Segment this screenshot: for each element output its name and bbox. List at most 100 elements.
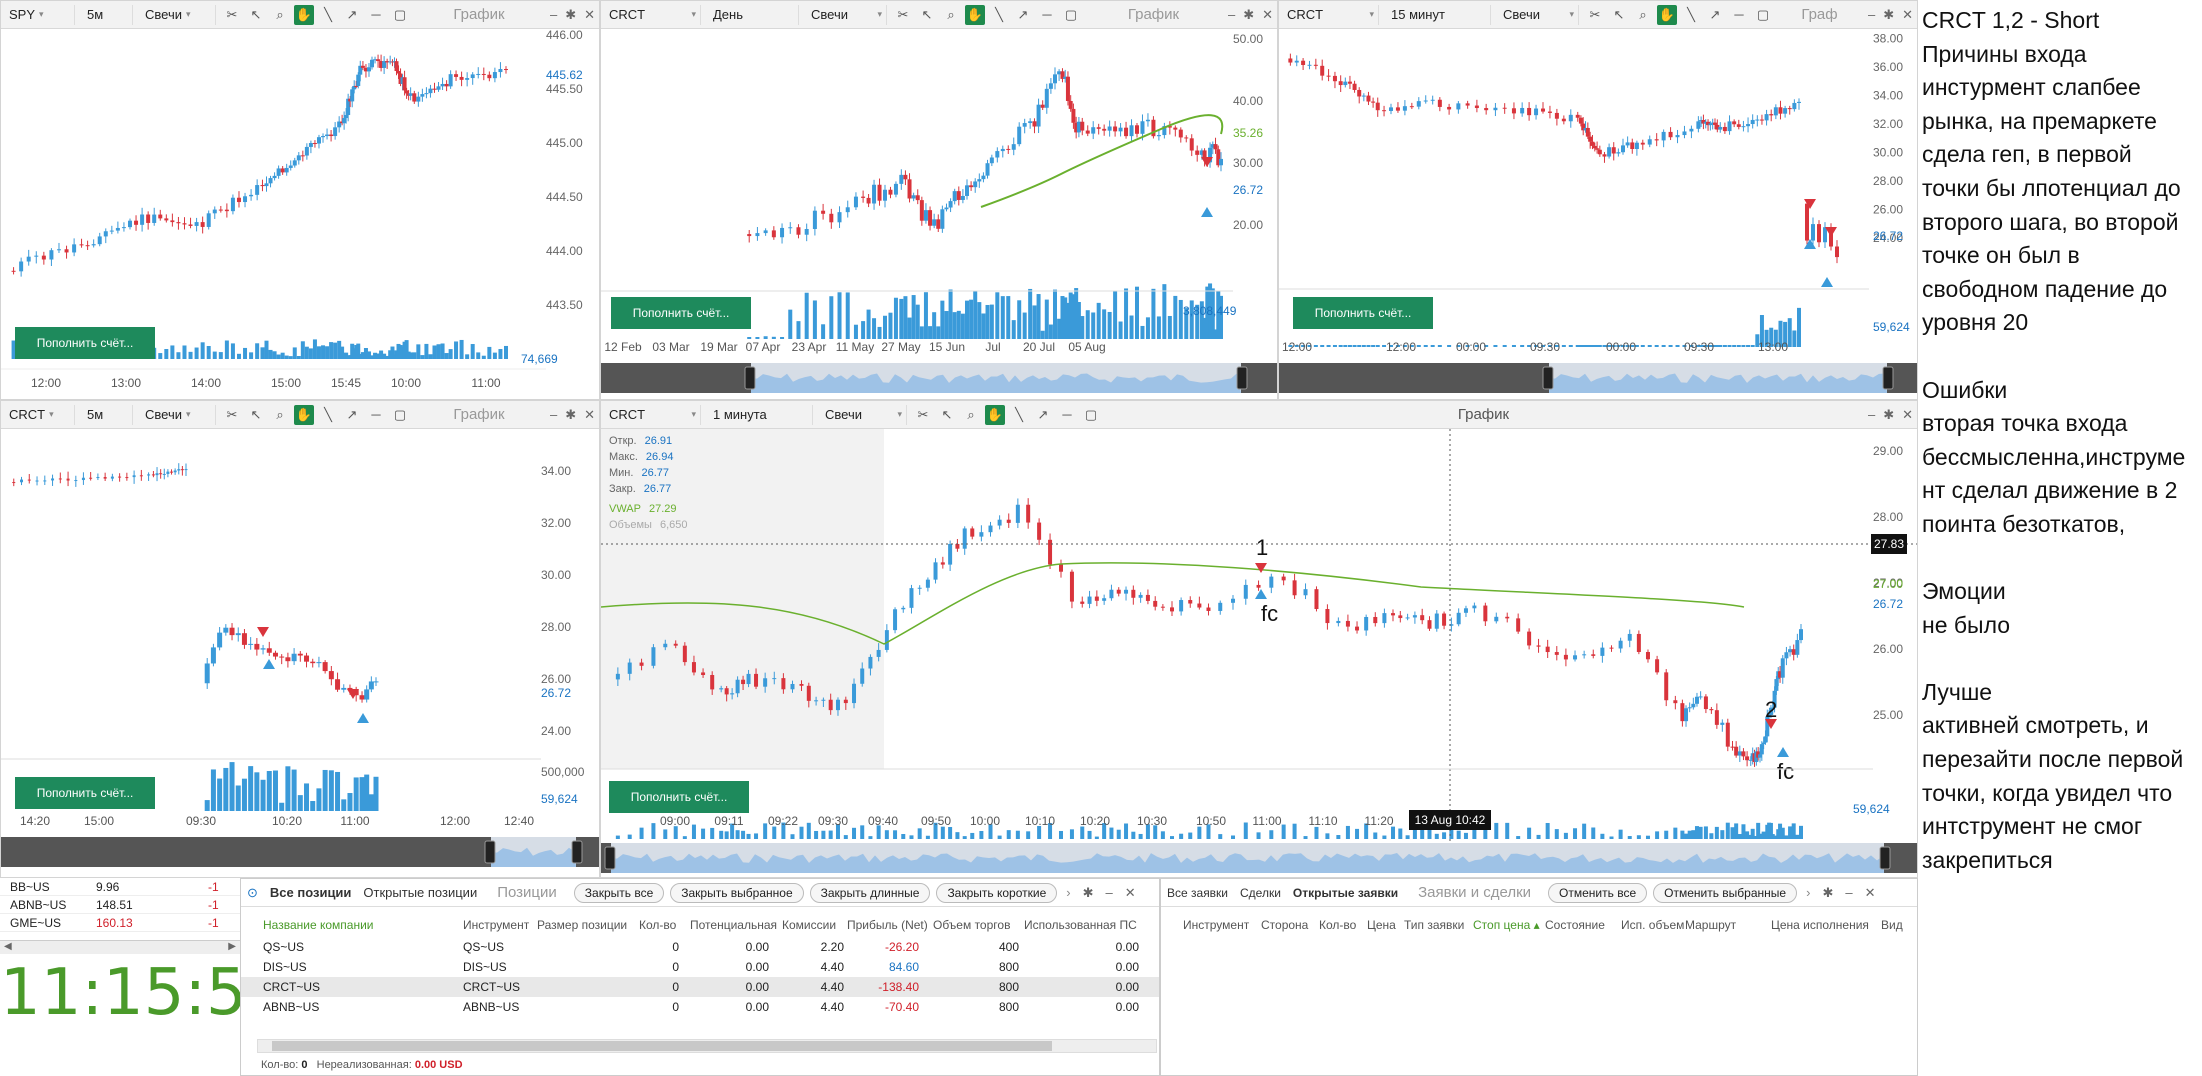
navigator-handle-right[interactable] [1236, 366, 1248, 390]
line-tool-icon[interactable]: ╲ [324, 6, 332, 22]
zoom-icon[interactable]: ⌕ [967, 406, 975, 422]
scissors-icon[interactable]: ✂ [917, 406, 929, 422]
price-chart[interactable]: 38.00 36.00 34.00 32.00 30.00 28.00 26.00 24.00… [1279, 29, 1918, 400]
positions-row[interactable]: QS~US QS~US 0 0.00 2.20 -26.20 400 0.00 [241, 937, 1159, 957]
gear-icon[interactable]: ✱ [565, 406, 577, 422]
hline-tool-icon[interactable]: ─ [371, 7, 381, 22]
price-chart[interactable]: 29.0028.0027.0026.0025.0027.8327.0026.72… [601, 429, 1918, 878]
line-tool-icon[interactable]: ╲ [1687, 6, 1695, 22]
gear-icon[interactable]: ✱ [1883, 406, 1895, 422]
navigator-handle-left[interactable] [1542, 366, 1554, 390]
minimize-icon[interactable]: – [549, 7, 558, 22]
price-chart[interactable]: 50.00 40.00 30.00 20.00 35.26 26.72 3,808,449 П… [601, 29, 1278, 400]
deposit-button[interactable] [609, 781, 749, 813]
navigator-handle-left[interactable] [744, 366, 756, 390]
scissors-icon[interactable]: ✂ [897, 6, 909, 22]
close-icon[interactable]: ✕ [1902, 406, 1913, 422]
close-selected-button[interactable]: Закрыть выбранное [670, 882, 804, 903]
hline-tool-icon[interactable]: ─ [1042, 7, 1052, 22]
gear-icon[interactable]: ✱ [565, 6, 577, 22]
symbol-select[interactable]: CRCT ▾ [605, 4, 701, 25]
navigator-handle-right[interactable] [1882, 366, 1894, 390]
cursor-icon[interactable]: ↖ [1613, 6, 1625, 22]
chart-type-select[interactable]: Свечи ▾ [821, 404, 907, 425]
navigator-handle-right[interactable] [1879, 846, 1891, 870]
watchlist-row[interactable]: ABNB~US 148.51 -1 [0, 896, 240, 914]
minimize-icon[interactable]: – [1105, 885, 1113, 900]
frame-tool-icon[interactable]: ▢ [1756, 6, 1770, 22]
column-header[interactable]: Инструмент [1183, 918, 1250, 932]
watchlist-row[interactable]: BB~US 9.96 -1 [0, 878, 240, 896]
chart-type-select[interactable]: Свечи ▾ [1499, 4, 1579, 25]
symbol-select[interactable]: CRCT ▾ [1283, 4, 1379, 25]
line-tool-icon[interactable]: ╲ [1015, 406, 1023, 422]
scissors-icon[interactable]: ✂ [1589, 6, 1601, 22]
watchlist-row[interactable]: GME~US 160.13 -1 [0, 914, 240, 932]
interval-select[interactable]: 15 минут [1387, 4, 1491, 25]
cursor-icon[interactable]: ↖ [250, 6, 262, 22]
scissors-icon[interactable]: ✂ [226, 406, 238, 422]
interval-select[interactable]: 5м [83, 4, 133, 25]
minimize-icon[interactable]: – [1845, 885, 1853, 900]
column-header[interactable]: Цена исполнения [1771, 918, 1869, 932]
zoom-icon[interactable]: ⌕ [276, 6, 284, 22]
close-icon[interactable]: ✕ [1864, 884, 1876, 900]
chart-type-select[interactable]: Свечи ▾ [807, 4, 887, 25]
arrow-tool-icon[interactable]: ↗ [1037, 406, 1049, 422]
deposit-button[interactable] [611, 297, 751, 329]
column-header[interactable]: Потенциальная [690, 918, 777, 932]
positions-row[interactable]: CRCT~US CRCT~US 0 0.00 4.40 -138.40 800 0.00 [241, 977, 1159, 997]
horizontal-scrollbar[interactable]: ◀ ▶ [0, 940, 240, 954]
hand-icon[interactable]: ✋ [294, 404, 314, 425]
scroll-thumb[interactable] [272, 1041, 1052, 1051]
close-icon[interactable]: ✕ [1124, 884, 1136, 900]
deposit-button[interactable] [1293, 297, 1433, 329]
symbol-select[interactable]: SPY ▾ [5, 4, 75, 25]
zoom-icon[interactable]: ⌕ [276, 406, 284, 422]
gear-icon[interactable]: ✱ [1243, 6, 1255, 22]
chevron-right-icon[interactable]: › [1806, 885, 1811, 900]
zoom-icon[interactable]: ⌕ [947, 6, 955, 22]
close-icon[interactable]: ✕ [584, 6, 595, 22]
column-header[interactable]: Маршрут [1685, 918, 1737, 932]
cancel-all-button[interactable]: Отменить все [1548, 882, 1648, 903]
price-chart[interactable]: 34.00 32.00 30.00 28.00 26.00 24.00 26.72 500,0… [1, 429, 600, 878]
arrow-tool-icon[interactable]: ↗ [1709, 6, 1721, 22]
navigator-handle-right[interactable] [571, 840, 583, 864]
column-header[interactable]: Стоп цена ▴ [1473, 918, 1540, 932]
interval-select[interactable]: День [709, 4, 799, 25]
hline-tool-icon[interactable]: ─ [371, 407, 381, 422]
gear-icon[interactable]: ✱ [1883, 6, 1895, 22]
column-header[interactable]: Использованная ПС [1024, 918, 1137, 932]
column-header[interactable]: Размер позиции [537, 918, 628, 932]
cursor-icon[interactable]: ↖ [921, 6, 933, 22]
price-chart[interactable]: 446.00 445.50 445.00 444.50 444.00 443.50 445.… [1, 29, 600, 399]
frame-tool-icon[interactable]: ▢ [393, 406, 407, 422]
tab-trades[interactable]: Сделки [1240, 885, 1281, 900]
chart-type-select[interactable]: Свечи ▾ [141, 4, 216, 25]
arrow-tool-icon[interactable]: ↗ [1017, 6, 1029, 22]
chevron-right-icon[interactable]: › [1066, 885, 1071, 900]
frame-tool-icon[interactable]: ▢ [1084, 406, 1098, 422]
column-header[interactable]: Кол-во [639, 918, 677, 932]
column-header[interactable]: Кол-во [1319, 918, 1357, 932]
minimize-icon[interactable]: – [1227, 7, 1236, 22]
line-tool-icon[interactable]: ╲ [995, 6, 1003, 22]
hand-icon[interactable]: ✋ [1657, 4, 1677, 25]
hand-icon[interactable]: ✋ [294, 4, 314, 25]
gear-icon[interactable]: ✱ [1082, 884, 1094, 900]
hand-icon[interactable]: ✋ [965, 4, 985, 25]
frame-tool-icon[interactable]: ▢ [1064, 6, 1078, 22]
column-header[interactable]: Тип заявки [1404, 918, 1465, 932]
column-header[interactable]: Исп. объем [1621, 918, 1685, 932]
column-header[interactable]: Цена [1367, 918, 1396, 932]
interval-select[interactable]: 5м [83, 404, 133, 425]
column-header[interactable]: Комиссии [782, 918, 837, 932]
cancel-selected-button[interactable]: Отменить выбранные [1653, 882, 1798, 903]
close-all-button[interactable]: Закрыть все [573, 882, 665, 903]
interval-select[interactable]: 1 минута [709, 404, 813, 425]
symbol-select[interactable]: CRCT ▾ [605, 404, 701, 425]
close-short-button[interactable]: Закрыть короткие [936, 882, 1058, 903]
minimize-icon[interactable]: – [1867, 407, 1876, 422]
frame-tool-icon[interactable]: ▢ [393, 6, 407, 22]
